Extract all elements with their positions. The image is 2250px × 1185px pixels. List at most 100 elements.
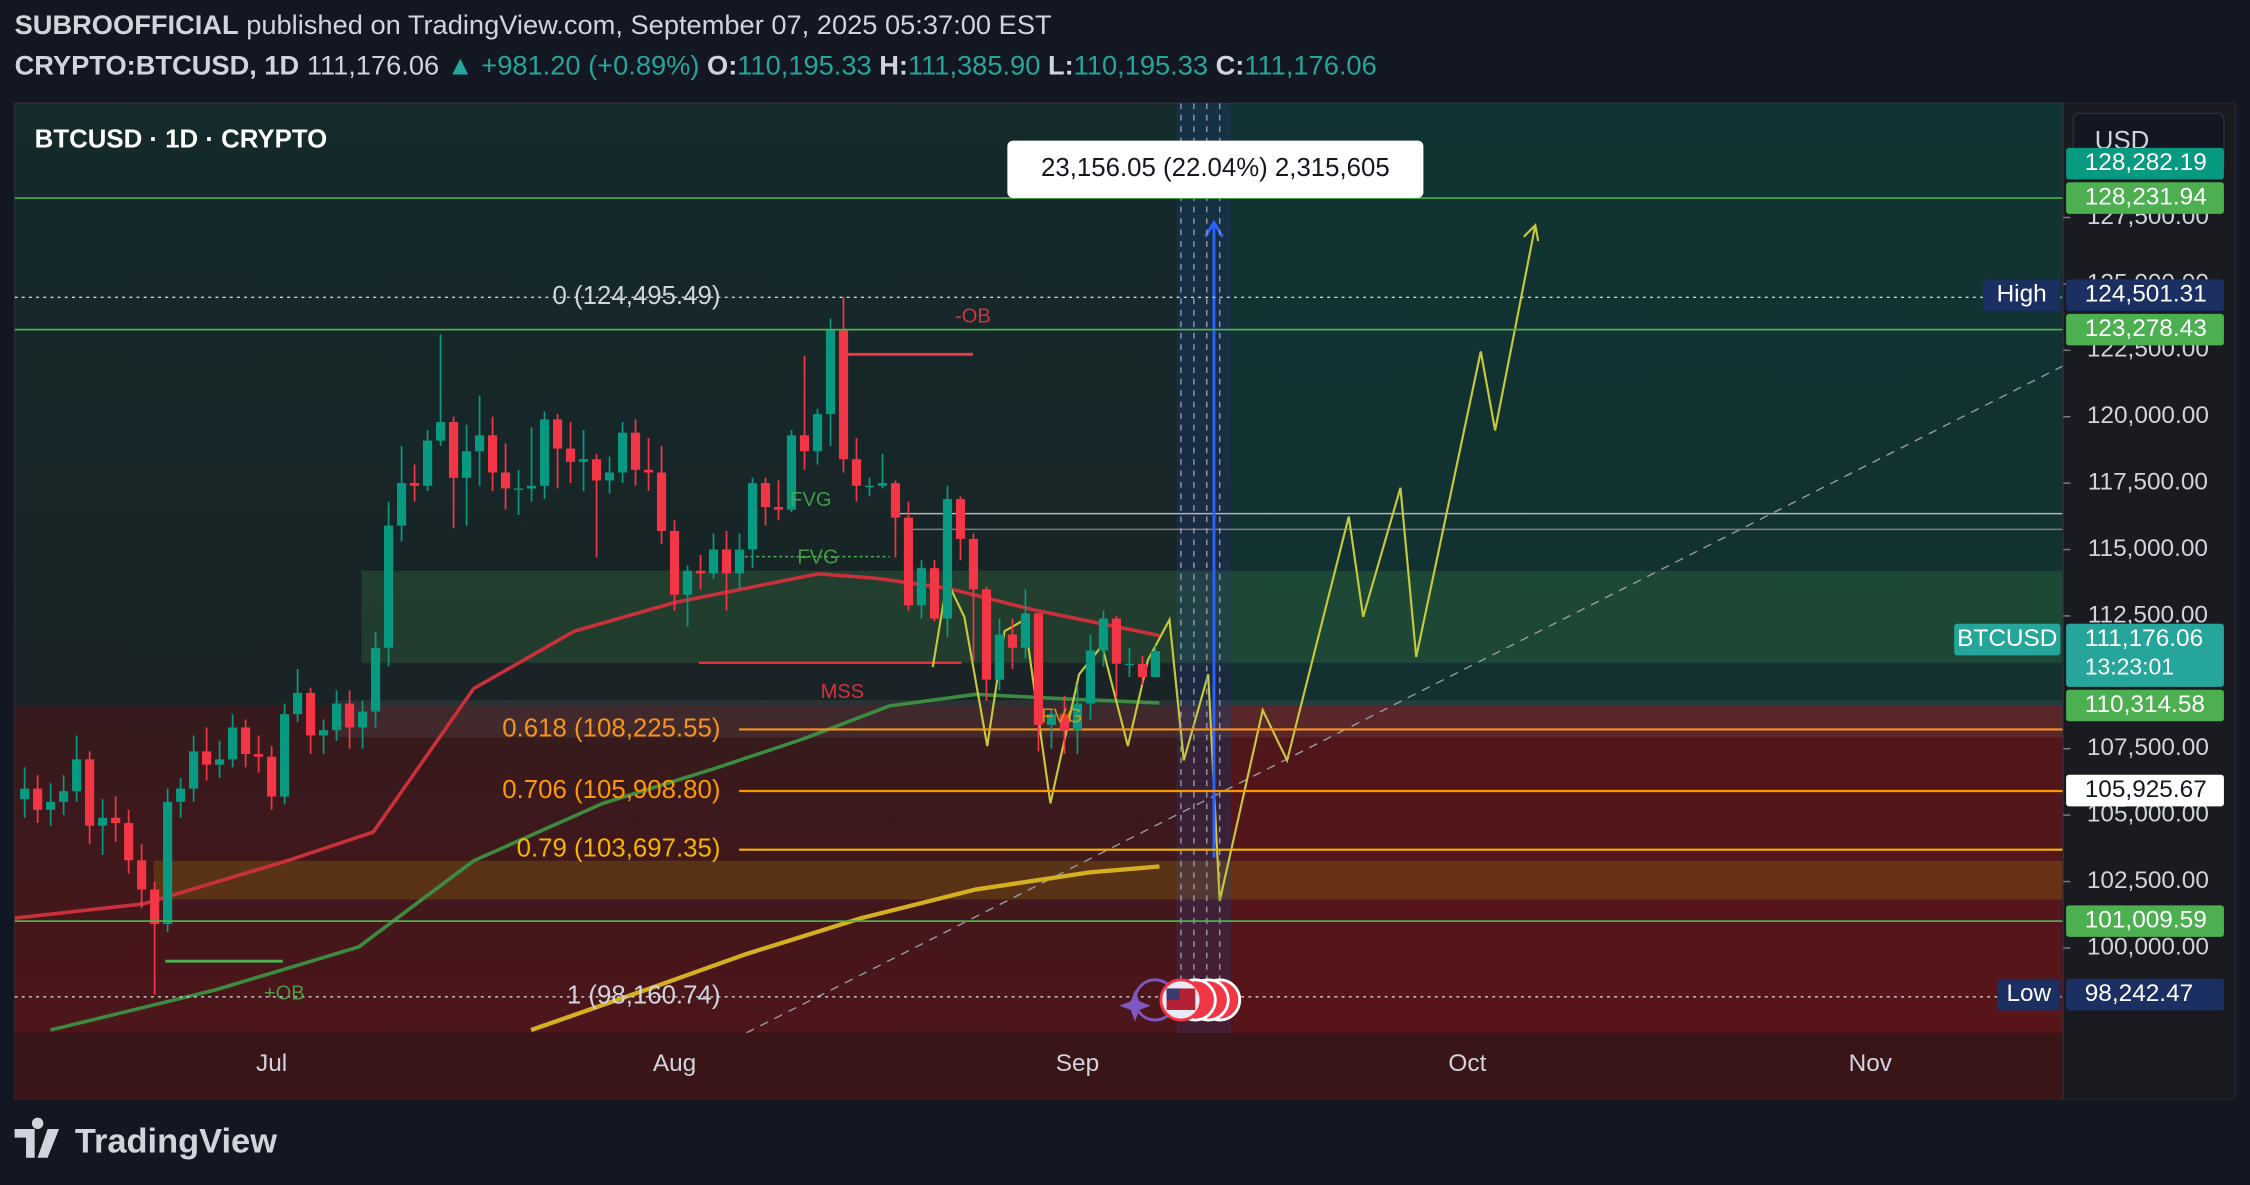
candle-body (344, 703, 355, 728)
fib-label: 0.79 (103,697.35) (517, 835, 721, 863)
candle-body (747, 483, 758, 550)
name-badge-label: BTCUSD (1957, 625, 2057, 652)
candle-body (578, 459, 589, 462)
candle-body (137, 860, 147, 890)
x-tick-label: Aug (653, 1050, 696, 1077)
price-badge (2066, 623, 2224, 687)
candle-body (318, 730, 329, 736)
candle-body (916, 568, 927, 606)
candle-body (864, 485, 875, 488)
candle-body (1020, 613, 1031, 648)
candle-body (306, 692, 316, 736)
y-tick-label: 120,000.00 (2087, 402, 2209, 429)
candle-body (552, 419, 563, 449)
candle-body (656, 472, 667, 531)
candle-body (241, 727, 251, 755)
price-badge (2066, 978, 2224, 1011)
candle-body (825, 329, 836, 415)
session-lines (1180, 103, 1221, 1005)
candle-body (539, 419, 550, 486)
c-value: 111,176.06 (1244, 50, 1376, 81)
candle-body (838, 329, 849, 460)
y-tick-label: 115,000.00 (2088, 535, 2208, 562)
candle-body (617, 432, 628, 473)
time-axis (14, 1032, 2064, 1099)
stop-zone (1231, 705, 2064, 1033)
price-badge-label: 123,278.43 (2085, 315, 2207, 342)
name-badge-label: High (1997, 281, 2047, 308)
ma-yellow (530, 864, 1160, 1033)
candle-body (968, 538, 979, 590)
o-label: O: (707, 50, 737, 81)
price-badge (2066, 313, 2224, 346)
price-badge-label: 124,501.31 (2085, 281, 2207, 308)
candle-body (526, 485, 537, 489)
h-label: H: (879, 50, 908, 81)
candle-body (565, 448, 576, 462)
candle-body (513, 488, 524, 490)
candle-body (1137, 663, 1148, 678)
logo (14, 1117, 60, 1158)
candle-body (695, 570, 706, 574)
candle-body (370, 647, 381, 712)
candle-body (1046, 714, 1057, 725)
y-tick-label: 107,500.00 (2087, 734, 2209, 761)
candle-body (760, 483, 771, 508)
c-label: C: (1216, 50, 1245, 81)
price-badge-label: 128,231.94 (2085, 184, 2207, 211)
name-badge (1954, 623, 2061, 656)
candle-body (59, 791, 69, 802)
candle-body (734, 549, 745, 574)
o-value: 110,195.33 (737, 50, 871, 81)
pane-background (14, 103, 2064, 1033)
candle-body (267, 756, 277, 797)
candle-body (1098, 618, 1109, 651)
candle-body (163, 801, 173, 925)
candle-body (591, 459, 602, 481)
candle-body (176, 788, 186, 802)
candle-body (111, 817, 121, 824)
annotation: FVG (797, 546, 838, 568)
price-badge-label: 98,242.47 (2085, 980, 2193, 1007)
demand-zone (153, 860, 2064, 900)
l-value: 110,195.33 (1074, 50, 1208, 81)
price-badge (2066, 774, 2224, 807)
fib-label: 1 (98,160.74) (567, 982, 721, 1010)
name-badge-label: Low (2006, 980, 2051, 1007)
candle-body (994, 634, 1005, 680)
candle-body (1150, 651, 1161, 678)
candle-body (46, 801, 56, 810)
symbol: CRYPTO:BTCUSD, 1D (15, 50, 300, 81)
y-tick-label: 102,500.00 (2087, 867, 2209, 894)
name-badge (1982, 279, 2061, 311)
candle-body (721, 549, 732, 574)
candle-body (215, 759, 225, 765)
candle-body (474, 435, 485, 452)
candle-body (929, 568, 940, 619)
price-badge (2066, 905, 2224, 937)
candle-body (604, 472, 615, 481)
candle-body (500, 472, 511, 489)
target-zone (1231, 103, 2064, 706)
annotation: FVG (790, 489, 831, 511)
candle-body (851, 459, 862, 486)
candle-body (357, 711, 368, 728)
candle-body (799, 435, 810, 452)
candle-body (422, 440, 433, 486)
candle-body (461, 451, 472, 478)
candle-body (20, 788, 30, 800)
annotation: MSS (821, 681, 865, 703)
candle-body (708, 549, 719, 574)
candle-body (280, 714, 290, 797)
price-badge (2066, 182, 2224, 214)
x-tick-label: Jul (256, 1050, 287, 1077)
ma-green (50, 692, 1160, 1032)
price-badge (2066, 147, 2224, 180)
last-price: 111,176.06 (307, 50, 439, 81)
candle-body (202, 751, 212, 765)
candle-body (981, 589, 992, 680)
x-tick-label: Sep (1056, 1050, 1099, 1077)
candle-body (85, 759, 95, 826)
